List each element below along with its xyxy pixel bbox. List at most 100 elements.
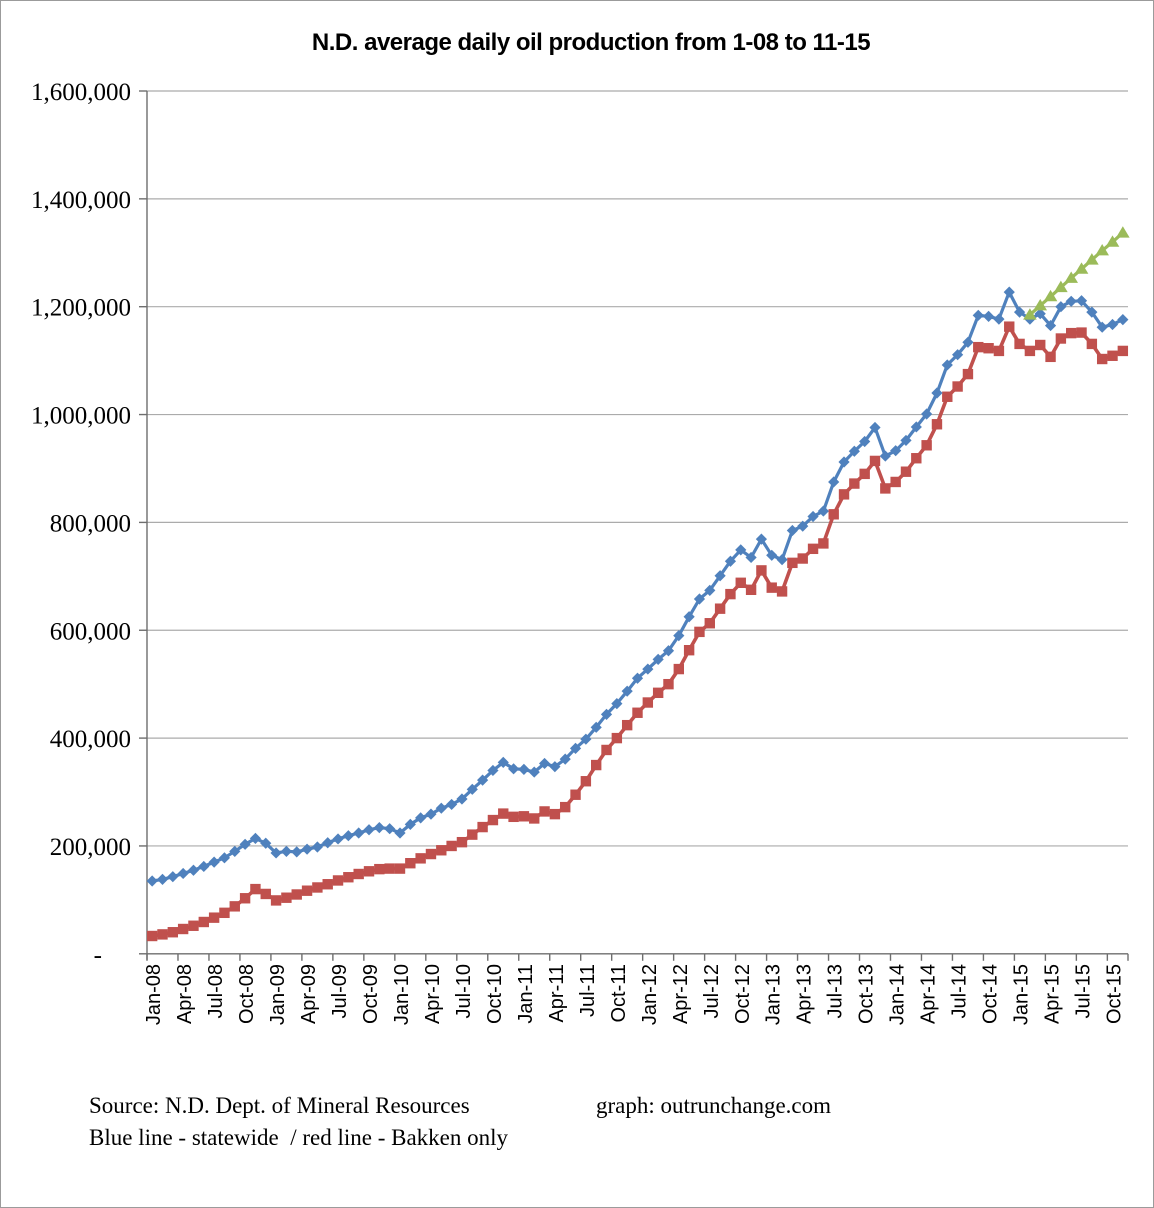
square-marker: [260, 888, 271, 900]
y-axis-label: 1,400,000: [31, 187, 131, 214]
square-marker: [508, 811, 519, 823]
diamond-marker: [363, 824, 375, 836]
triangle-marker: [1033, 299, 1048, 311]
square-marker: [766, 582, 777, 593]
diamond-marker: [859, 435, 871, 448]
diamond-marker: [559, 753, 571, 765]
square-marker: [208, 912, 220, 923]
x-axis-label: Oct-12: [732, 964, 754, 1024]
square-marker: [735, 577, 746, 588]
square-marker: [312, 882, 323, 893]
square-marker: [652, 687, 664, 699]
diamond-marker: [631, 672, 644, 684]
square-marker: [446, 840, 457, 852]
diamond-marker: [322, 837, 334, 849]
diamond-marker: [982, 310, 995, 323]
square-marker: [1096, 353, 1108, 365]
diamond-marker: [755, 533, 768, 545]
square-marker: [188, 920, 199, 931]
diamond-marker: [621, 685, 633, 697]
diamond-marker: [1106, 318, 1119, 331]
diamond-marker: [291, 846, 303, 858]
square-marker: [993, 345, 1005, 357]
triangle-marker: [1116, 226, 1130, 238]
diamond-marker: [487, 764, 499, 777]
square-marker: [756, 565, 767, 576]
x-axis-labels: Jan-08 Apr-08 Jul-08 Oct-08 Jan-09 Apr-09 Jul-…: [143, 964, 1125, 1025]
diamond-marker: [735, 544, 747, 556]
x-axis-label: Jan-11: [515, 964, 537, 1024]
diamond-marker: [1013, 306, 1026, 318]
diamond-marker: [404, 818, 416, 830]
x-axis-label: Apr-09: [298, 964, 320, 1024]
square-marker: [1014, 338, 1025, 350]
square-marker: [714, 603, 726, 614]
y-axis-label: 1,200,000: [31, 295, 131, 322]
gridlines: [147, 90, 1128, 847]
square-marker: [146, 930, 158, 942]
x-axis-label: Jul-12: [701, 964, 723, 1018]
square-marker: [322, 879, 333, 890]
x-axis-label: Oct-15: [1104, 964, 1126, 1024]
square-marker: [415, 853, 426, 864]
square-marker: [1117, 345, 1129, 357]
diamond-marker: [611, 697, 623, 710]
series-line: [150, 290, 1125, 883]
square-marker: [787, 557, 798, 569]
square-marker: [797, 553, 808, 564]
diamond-marker: [848, 445, 860, 457]
square-marker: [477, 821, 488, 833]
x-axis-label: Apr-10: [422, 964, 444, 1024]
square-marker: [518, 811, 530, 822]
diamond-marker: [921, 408, 933, 420]
square-marker: [281, 892, 292, 903]
diamond-marker: [776, 554, 788, 566]
diamond-marker: [518, 763, 530, 775]
square-marker: [621, 719, 633, 731]
diamond-marker: [146, 875, 158, 887]
diamond-marker: [373, 822, 385, 834]
square-marker: [529, 813, 540, 824]
diamond-marker: [745, 551, 757, 564]
square-marker: [332, 875, 344, 886]
x-axis-label: Apr-08: [174, 964, 196, 1024]
diamond-marker: [652, 653, 664, 665]
diamond-marker: [642, 663, 654, 675]
diamond-marker: [962, 336, 974, 348]
x-axis-label: Apr-11: [546, 964, 568, 1023]
square-marker: [456, 836, 468, 848]
diamond-marker: [477, 774, 489, 786]
diamond-marker: [466, 783, 478, 795]
x-axis-label: Jan-10: [391, 964, 413, 1025]
axes: [139, 90, 1129, 961]
chart-title: N.D. average daily oil production from 1…: [311, 29, 871, 56]
diamond-marker: [198, 860, 210, 873]
square-marker: [642, 697, 654, 708]
square-marker: [745, 584, 757, 596]
square-marker: [776, 586, 788, 597]
x-axis-label: Apr-13: [794, 964, 816, 1024]
square-marker: [270, 895, 282, 906]
square-marker: [1045, 351, 1056, 363]
diamond-marker: [693, 593, 706, 605]
x-axis-label: Apr-15: [1042, 964, 1064, 1024]
diamond-marker: [673, 630, 685, 642]
x-axis-label: Jul-08: [205, 964, 227, 1018]
diamond-marker: [260, 837, 272, 849]
diamond-marker: [218, 852, 231, 864]
diamond-marker: [941, 359, 953, 371]
x-axis-label: Oct-13: [856, 964, 878, 1024]
y-axis-labels: 1,600,000 1,400,000 1,200,000 1,000,000 800,…: [31, 79, 131, 969]
square-marker: [239, 893, 251, 904]
square-marker: [952, 381, 963, 392]
square-marker: [590, 759, 602, 771]
square-marker: [157, 929, 168, 940]
square-marker: [1055, 333, 1067, 344]
x-axis-label: Jul-15: [1073, 964, 1095, 1018]
x-axis-label: Jul-09: [329, 964, 351, 1018]
diamond-marker: [879, 450, 891, 462]
square-marker: [1107, 350, 1118, 361]
square-marker: [467, 829, 478, 840]
square-marker: [931, 419, 943, 430]
diamond-marker: [838, 456, 850, 468]
